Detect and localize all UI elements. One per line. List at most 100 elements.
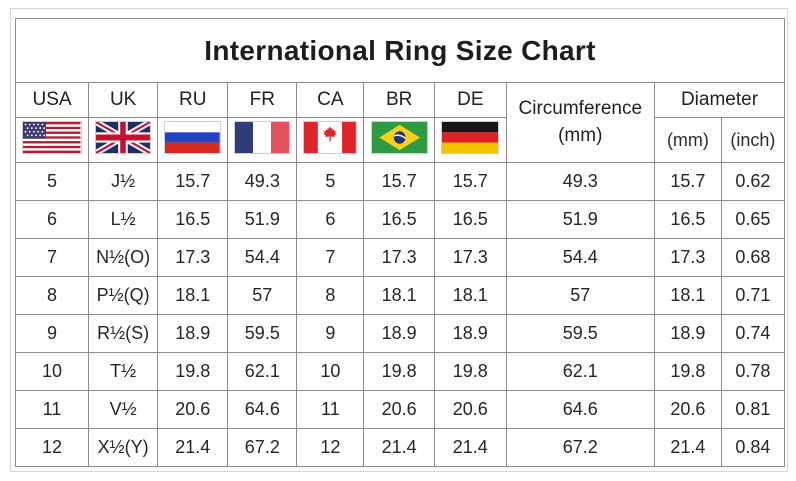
cell-circumference-mm: 59.5	[505, 314, 655, 353]
cell-ru: 20.6	[157, 390, 229, 429]
cell-ru: 16.5	[157, 200, 229, 239]
cell-diameter-inch: 0.62	[720, 162, 786, 201]
cell-de: 16.5	[434, 200, 507, 239]
cell-circumference-mm: 51.9	[505, 200, 655, 239]
cell-usa: 9	[14, 314, 90, 353]
cell-usa: 6	[14, 200, 90, 239]
table-row: 7 N½(O) 17.3 54.4 7 17.3 17.3 54.4 17.3 …	[14, 238, 786, 277]
cell-de: 19.8	[434, 352, 507, 391]
cell-fr: 62.1	[227, 352, 298, 391]
cell-circumference-mm: 67.2	[505, 428, 655, 467]
cell-diameter-inch: 0.81	[720, 390, 786, 429]
table-row: 10 T½ 19.8 62.1 10 19.8 19.8 62.1 19.8 0…	[14, 352, 786, 391]
table-row: 8 P½(Q) 18.1 57 8 18.1 18.1 57 18.1 0.71	[14, 276, 786, 315]
ca-flag-icon	[303, 121, 358, 154]
flag-cell-de	[434, 117, 507, 163]
cell-de: 18.1	[434, 276, 507, 315]
cell-circumference-mm: 54.4	[505, 238, 655, 277]
table-row: 6 L½ 16.5 51.9 6 16.5 16.5 51.9 16.5 0.6…	[14, 200, 786, 239]
cell-ca: 10	[296, 352, 365, 391]
cell-br: 19.8	[363, 352, 436, 391]
table-row: 9 R½(S) 18.9 59.5 9 18.9 18.9 59.5 18.9 …	[14, 314, 786, 353]
table-row: 12 X½(Y) 21.4 67.2 12 21.4 21.4 67.2 21.…	[14, 428, 786, 467]
cell-de: 18.9	[434, 314, 507, 353]
flag-cell-fr	[227, 117, 298, 163]
cell-uk: J½	[88, 162, 159, 201]
cell-fr: 64.6	[227, 390, 298, 429]
cell-ca: 12	[296, 428, 365, 467]
column-header-diameter-mm: (mm)	[653, 117, 722, 163]
cell-usa: 11	[14, 390, 90, 429]
flag-cell-br	[363, 117, 436, 163]
flag-cell-usa	[14, 117, 90, 163]
cell-uk: L½	[88, 200, 159, 239]
cell-br: 21.4	[363, 428, 436, 467]
cell-circumference-mm: 62.1	[505, 352, 655, 391]
cell-usa: 7	[14, 238, 90, 277]
cell-uk: T½	[88, 352, 159, 391]
cell-ru: 18.1	[157, 276, 229, 315]
cell-fr: 67.2	[227, 428, 298, 467]
column-header-circumference: Circumference (mm)	[505, 82, 655, 163]
cell-usa: 5	[14, 162, 90, 201]
flag-cell-uk	[88, 117, 159, 163]
flag-header-row: (mm) (inch)	[14, 117, 786, 163]
cell-uk: X½(Y)	[88, 428, 159, 467]
cell-circumference-mm: 64.6	[505, 390, 655, 429]
cell-fr: 49.3	[227, 162, 298, 201]
cell-br: 15.7	[363, 162, 436, 201]
cell-diameter-inch: 0.84	[720, 428, 786, 467]
cell-circumference-mm: 49.3	[505, 162, 655, 201]
uk-flag-icon	[95, 121, 152, 154]
cell-fr: 57	[227, 276, 298, 315]
cell-ca: 5	[296, 162, 365, 201]
cell-ru: 15.7	[157, 162, 229, 201]
cell-de: 21.4	[434, 428, 507, 467]
title-row: International Ring Size Chart	[15, 18, 785, 83]
column-header-br: BR	[363, 82, 436, 118]
flag-cell-ru	[157, 117, 229, 163]
cell-uk: V½	[88, 390, 159, 429]
table-row: 5 J½ 15.7 49.3 5 15.7 15.7 49.3 15.7 0.6…	[14, 162, 786, 201]
circumference-label-line1: Circumference	[518, 97, 643, 119]
cell-br: 17.3	[363, 238, 436, 277]
country-header-row: USA UK RU FR CA BR DE Circumference (mm)…	[14, 82, 786, 163]
cell-usa: 8	[14, 276, 90, 315]
cell-ca: 8	[296, 276, 365, 315]
cell-ru: 21.4	[157, 428, 229, 467]
table-row: 11 V½ 20.6 64.6 11 20.6 20.6 64.6 20.6 0…	[14, 390, 786, 429]
cell-diameter-inch: 0.68	[720, 238, 786, 277]
cell-ru: 19.8	[157, 352, 229, 391]
cell-ru: 17.3	[157, 238, 229, 277]
cell-diameter-mm: 19.8	[653, 352, 722, 391]
cell-usa: 10	[14, 352, 90, 391]
ru-flag-icon	[164, 121, 222, 154]
cell-fr: 51.9	[227, 200, 298, 239]
cell-circumference-mm: 57	[505, 276, 655, 315]
cell-diameter-inch: 0.71	[720, 276, 786, 315]
cell-ca: 9	[296, 314, 365, 353]
column-header-de: DE	[434, 82, 507, 118]
column-header-ru: RU	[157, 82, 229, 118]
column-header-diameter-inch: (inch)	[720, 117, 786, 163]
cell-diameter-mm: 20.6	[653, 390, 722, 429]
cell-uk: P½(Q)	[88, 276, 159, 315]
cell-diameter-mm: 21.4	[653, 428, 722, 467]
de-flag-icon	[441, 121, 500, 154]
column-header-fr: FR	[227, 82, 298, 118]
cell-uk: N½(O)	[88, 238, 159, 277]
cell-fr: 54.4	[227, 238, 298, 277]
fr-flag-icon	[234, 121, 291, 154]
cell-br: 18.1	[363, 276, 436, 315]
cell-diameter-inch: 0.65	[720, 200, 786, 239]
br-flag-icon	[370, 121, 428, 154]
cell-ca: 6	[296, 200, 365, 239]
cell-br: 16.5	[363, 200, 436, 239]
cell-de: 17.3	[434, 238, 507, 277]
cell-ca: 7	[296, 238, 365, 277]
column-header-diameter: Diameter	[653, 82, 786, 118]
cell-ca: 11	[296, 390, 365, 429]
cell-de: 20.6	[434, 390, 507, 429]
circumference-label-line2: (mm)	[558, 124, 603, 146]
